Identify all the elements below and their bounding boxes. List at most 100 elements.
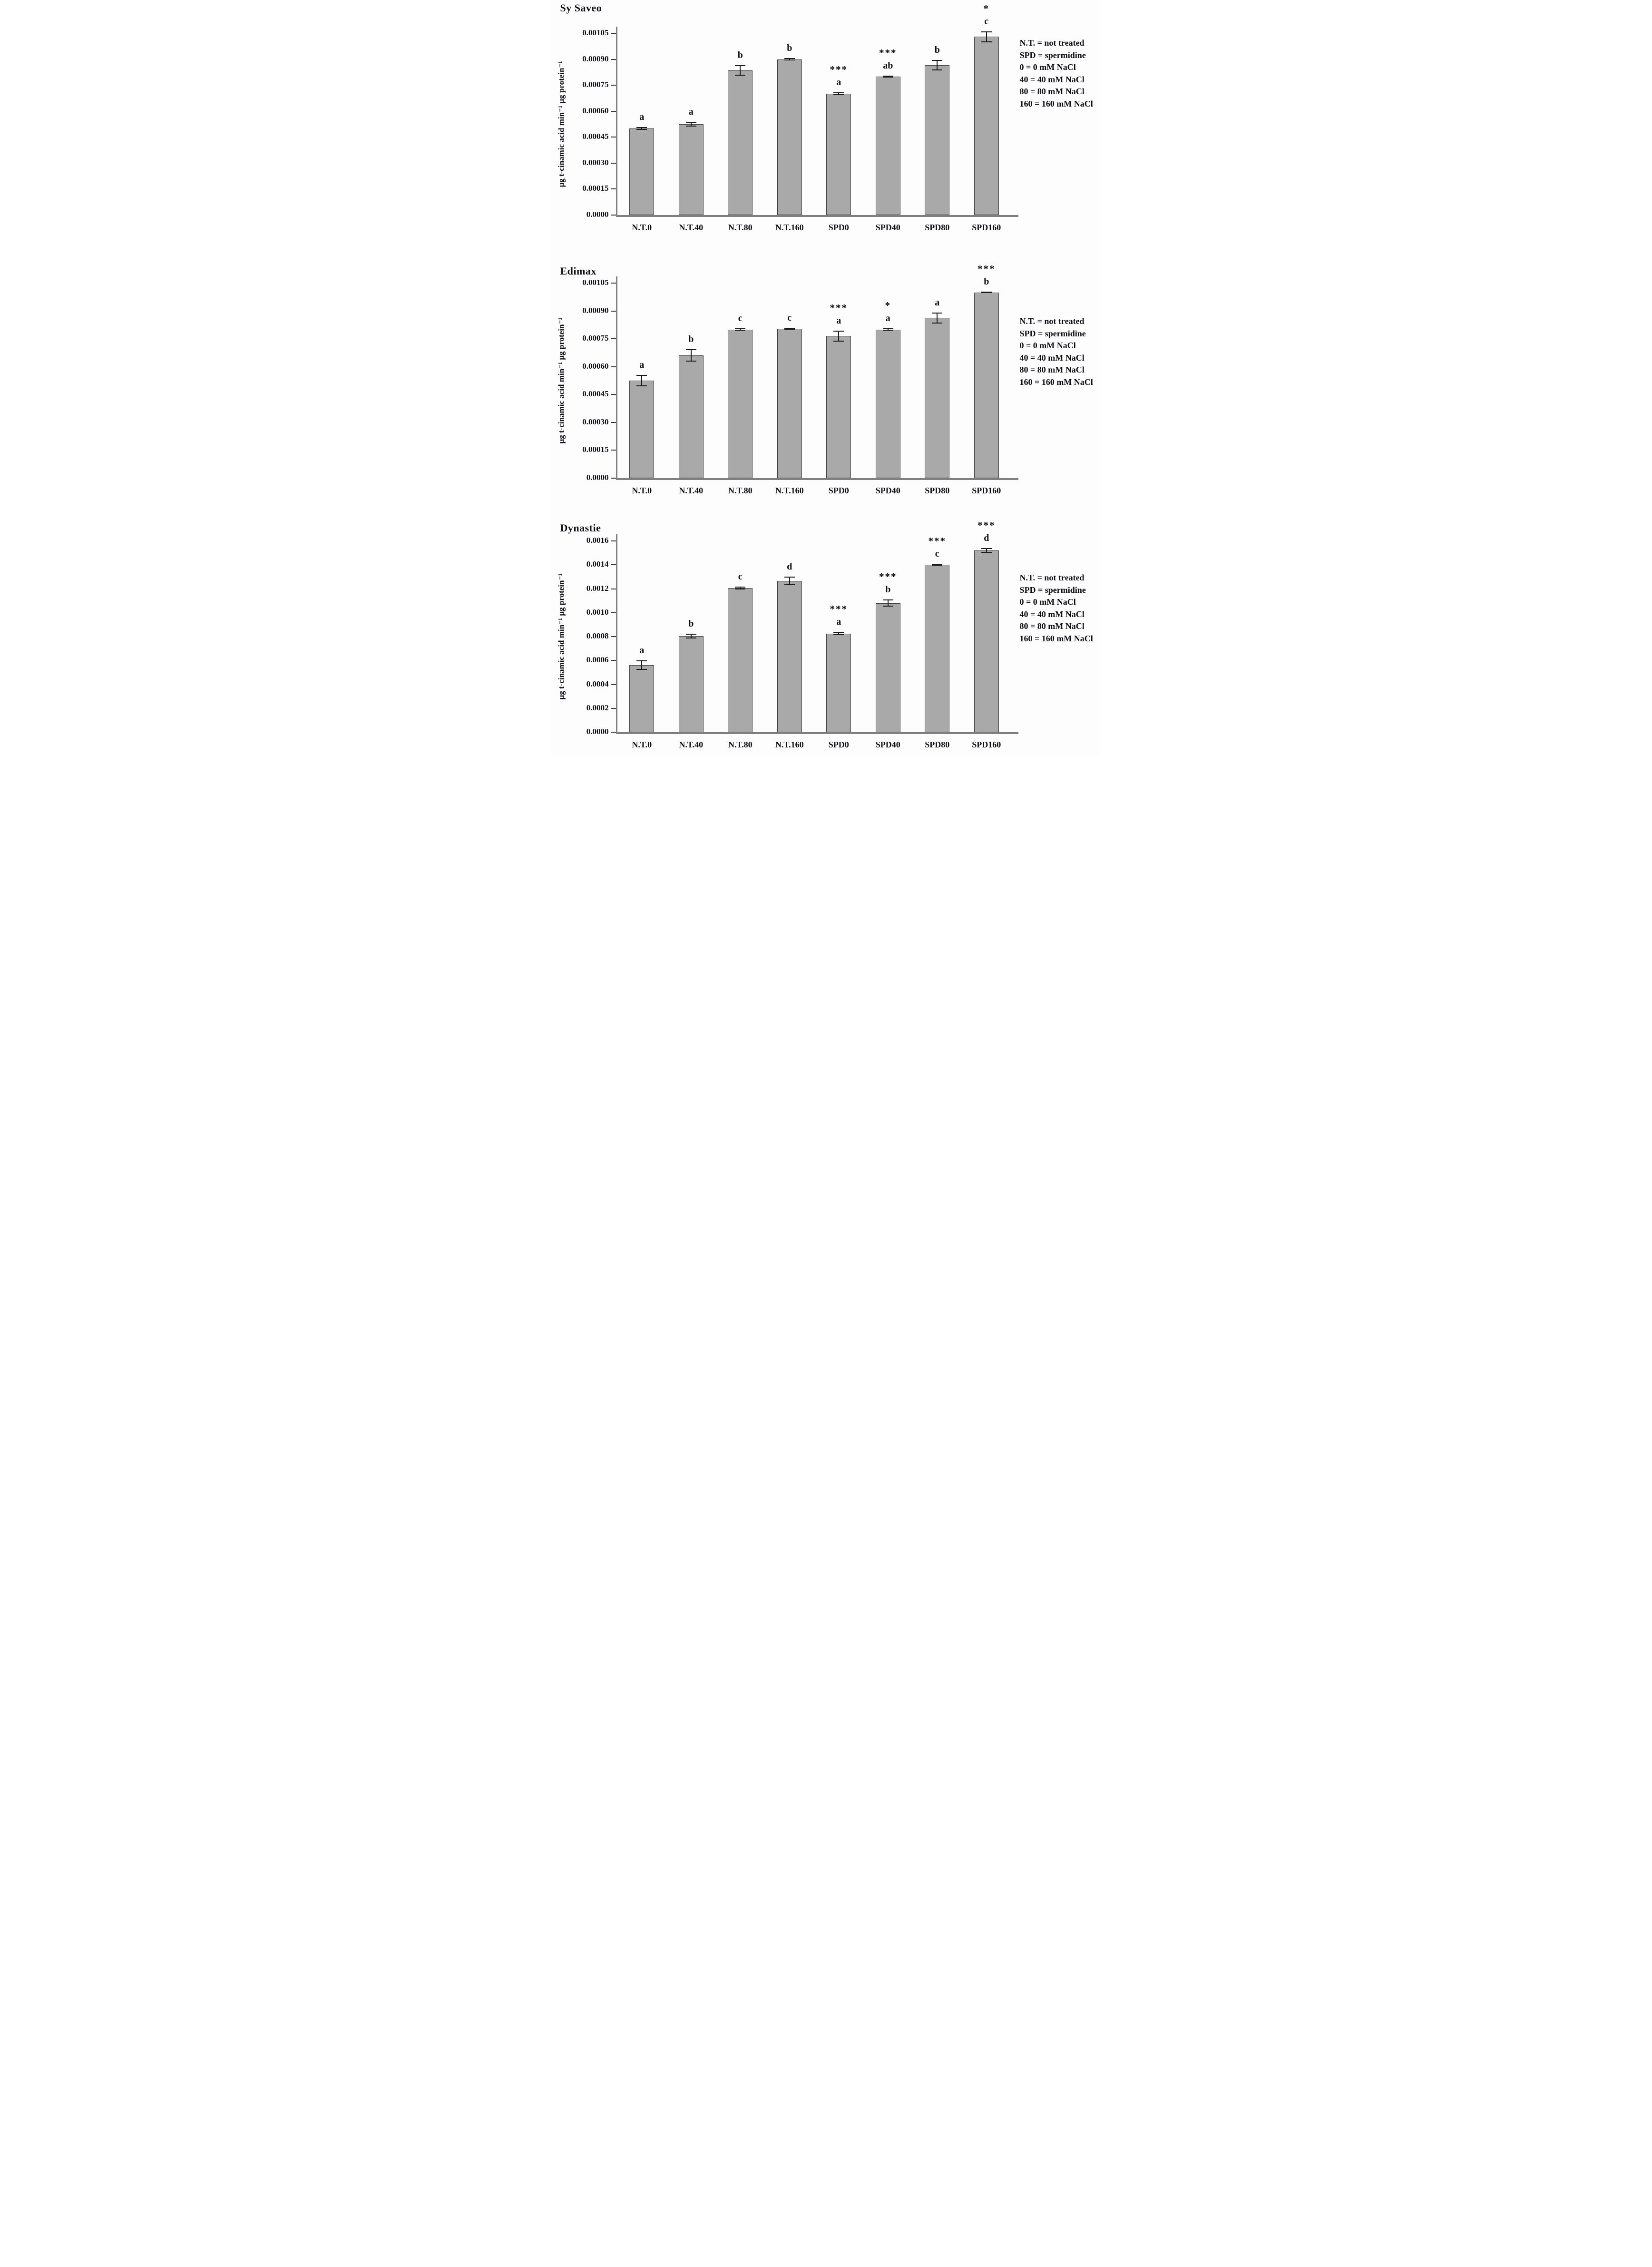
error-bar-cap-top [981, 548, 992, 550]
y-tick-label: 0.0000 [586, 473, 609, 482]
error-bar-line [740, 587, 741, 590]
y-tick-label: 0.00030 [582, 157, 609, 167]
y-tick-label: 0.0016 [586, 536, 609, 545]
x-tick-label: SPD40 [875, 740, 900, 749]
y-tick-mark [611, 394, 616, 395]
y-tick-label: 0.0000 [586, 210, 609, 219]
y-tick-label: 0.0008 [586, 631, 609, 640]
y-tick-mark [611, 612, 616, 613]
group-letter: ab [883, 60, 893, 71]
bar-N.T.80 [728, 329, 753, 478]
group-letter: b [885, 584, 891, 595]
legend-line: 80 = 80 mM NaCl [1019, 621, 1085, 631]
x-tick-label: SPD160 [972, 223, 1001, 232]
significance-asterisks: *** [879, 47, 897, 59]
chart-title: Edimax [560, 265, 596, 277]
y-tick-label: 0.0014 [586, 559, 609, 569]
group-letter: a [639, 645, 645, 656]
error-bar-cap-bottom [932, 565, 943, 566]
error-bar-line [838, 330, 840, 342]
error-bar-cap-bottom [882, 606, 893, 607]
bar-SPD40 [875, 76, 900, 215]
chart-panel-dynastie: Dynastie µg t-cinamic acid min⁻¹ µg prot… [551, 493, 1102, 756]
error-bar-line [986, 31, 987, 42]
error-bar-cap-top [882, 75, 893, 77]
x-tick-label: SPD40 [875, 486, 900, 493]
error-bar-cap-bottom [735, 75, 746, 76]
error-bar-cap-top [636, 375, 647, 376]
group-letter: b [737, 50, 743, 61]
significance-asterisks: *** [830, 603, 848, 615]
group-letter: c [984, 16, 989, 27]
y-tick-mark [611, 59, 616, 60]
y-tick-mark [611, 110, 616, 112]
bar-SPD0 [826, 633, 851, 732]
error-bar-line [789, 577, 790, 585]
y-tick-mark [611, 215, 616, 216]
legend-line: N.T. = not treated [1019, 573, 1085, 582]
y-tick-label: 0.0004 [586, 679, 609, 688]
error-bar-line [937, 564, 938, 566]
group-letter: a [935, 297, 940, 308]
y-tick-label: 0.00090 [582, 54, 609, 63]
y-tick-mark [611, 660, 616, 661]
group-letter: b [688, 618, 694, 629]
bar-SPD0 [826, 336, 851, 478]
error-bar-cap-bottom [833, 94, 844, 96]
legend-line: SPD = spermidine [1019, 585, 1086, 595]
group-letter: c [738, 571, 743, 582]
group-letter: a [836, 77, 841, 88]
y-tick-mark [611, 636, 616, 637]
error-bar-line [690, 121, 692, 127]
x-tick-label: N.T.0 [632, 223, 652, 232]
group-letter: a [688, 106, 694, 117]
y-tick-mark [611, 478, 616, 479]
y-axis-line [616, 276, 617, 478]
y-tick-mark [611, 162, 616, 164]
error-bar-line [887, 599, 889, 607]
error-bar-cap-bottom [932, 323, 943, 324]
y-tick-label: 0.00045 [582, 389, 609, 399]
significance-asterisks: * [983, 2, 989, 14]
error-bar-cap-top [685, 633, 696, 635]
y-tick-label: 0.0006 [586, 655, 609, 665]
group-letter: b [984, 276, 989, 287]
error-bar-cap-top [882, 599, 893, 601]
bar-N.T.160 [777, 59, 802, 215]
x-tick-label: SPD40 [875, 223, 900, 232]
y-tick-mark [611, 33, 616, 34]
y-tick-label: 0.00060 [582, 361, 609, 371]
group-letter: a [639, 112, 645, 123]
significance-asterisks: * [885, 300, 891, 312]
y-tick-mark [611, 85, 616, 86]
legend-line: 40 = 40 mM NaCl [1019, 353, 1085, 363]
legend-line: 160 = 160 mM NaCl [1019, 98, 1093, 108]
error-bar-line [641, 375, 643, 386]
x-tick-label: SPD160 [972, 486, 1001, 493]
bar-SPD160 [974, 550, 999, 732]
y-tick-label: 0.00045 [582, 132, 609, 141]
y-tick-mark [611, 564, 616, 566]
group-letter: a [639, 360, 645, 371]
legend-block: N.T. = not treated SPD = spermidine 0 = … [1020, 315, 1102, 388]
bar-N.T.0 [629, 381, 655, 478]
error-bar-line [887, 75, 889, 78]
bar-N.T.80 [728, 588, 753, 732]
x-tick-label: N.T.0 [632, 486, 652, 493]
y-tick-label: 0.0000 [586, 727, 609, 736]
y-tick-mark [611, 732, 616, 733]
x-tick-label: N.T.160 [775, 223, 804, 232]
bar-SPD80 [925, 318, 950, 478]
x-tick-label: N.T.160 [775, 486, 804, 493]
x-tick-label: N.T.80 [728, 223, 753, 232]
bar-SPD160 [974, 292, 999, 478]
error-bar-line [937, 312, 938, 324]
error-bar-cap-top [882, 328, 893, 330]
legend-line: N.T. = not treated [1019, 38, 1085, 48]
bar-N.T.40 [678, 355, 704, 478]
error-bar-cap-top [636, 127, 647, 128]
x-tick-label: N.T.40 [679, 486, 704, 493]
bar-SPD80 [925, 65, 950, 215]
legend-line: SPD = spermidine [1019, 328, 1086, 338]
error-bar-cap-bottom [784, 59, 795, 61]
